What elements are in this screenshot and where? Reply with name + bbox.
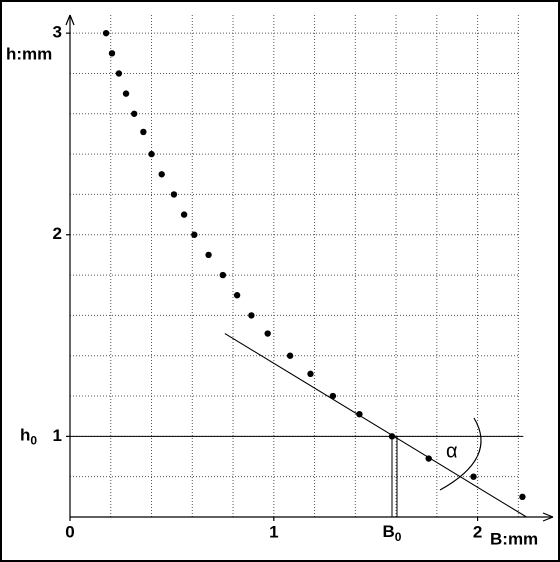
y-tick-label: 3 bbox=[53, 23, 62, 42]
point bbox=[158, 171, 165, 178]
x-axis-arrow bbox=[542, 512, 554, 522]
angle-label: α bbox=[446, 440, 458, 462]
point bbox=[115, 70, 123, 77]
h0-label-main: h bbox=[20, 426, 30, 445]
b0-label-subscript: 0 bbox=[395, 530, 402, 544]
point bbox=[388, 433, 396, 440]
point bbox=[264, 330, 271, 337]
x-tick-label: 0 bbox=[65, 522, 74, 541]
point bbox=[248, 312, 255, 319]
point bbox=[233, 292, 241, 299]
h0-label: h0 bbox=[20, 426, 37, 448]
point bbox=[108, 50, 116, 57]
y-tick-label: 2 bbox=[53, 224, 62, 243]
point bbox=[356, 410, 363, 418]
y-tick-label: 1 bbox=[53, 426, 62, 445]
point bbox=[219, 271, 227, 279]
point bbox=[180, 211, 188, 218]
tangent-line bbox=[224, 333, 527, 518]
x-tick-label: 1 bbox=[269, 522, 278, 541]
point bbox=[425, 455, 432, 462]
point bbox=[170, 191, 178, 198]
point bbox=[148, 150, 155, 158]
point bbox=[519, 493, 526, 501]
y-axis-label: h:mm bbox=[6, 44, 52, 63]
point bbox=[307, 370, 314, 378]
y-axis-arrow bbox=[65, 14, 75, 26]
point bbox=[329, 392, 337, 400]
x-axis-label: B:mm bbox=[490, 529, 538, 548]
b0-label-main: B bbox=[383, 522, 395, 541]
point bbox=[130, 110, 138, 117]
h0-label-subscript: 0 bbox=[30, 434, 37, 448]
b0-label: B0 bbox=[383, 522, 402, 544]
x-tick-label: 2 bbox=[473, 522, 482, 541]
point bbox=[286, 352, 294, 359]
point bbox=[191, 231, 198, 238]
point bbox=[140, 128, 147, 136]
point bbox=[122, 90, 130, 97]
point bbox=[205, 251, 212, 259]
point bbox=[102, 29, 110, 37]
point bbox=[470, 473, 477, 480]
